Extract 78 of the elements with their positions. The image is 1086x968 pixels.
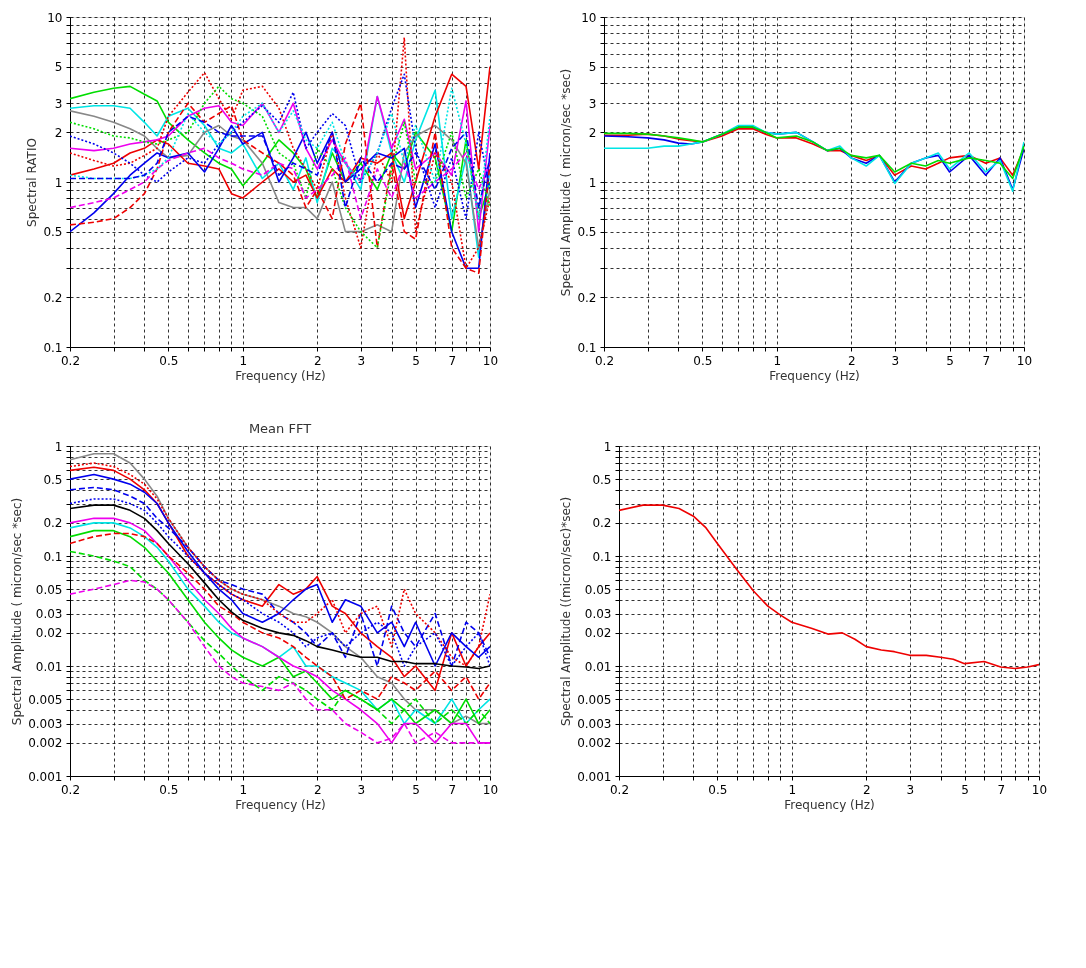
y-tick-label: 0.1	[43, 549, 63, 564]
y-tick-label: 5	[54, 60, 63, 75]
x-tick-label: 3	[891, 353, 900, 368]
x-tick-label: 0.5	[159, 782, 179, 797]
y-tick-label: 0.001	[28, 769, 63, 784]
x-axis-title: Frequency (Hz)	[769, 368, 860, 383]
y-tick-label: 0.5	[43, 225, 63, 240]
y-tick-label: 0.05	[35, 582, 63, 597]
y-tick-label: 0.02	[35, 626, 63, 641]
y-tick-label: 1	[54, 175, 63, 190]
y-tick-label: 0.2	[577, 290, 597, 305]
y-tick-label: 0.02	[584, 626, 612, 641]
x-tick-label: 7	[448, 782, 457, 797]
x-tick-label: 5	[412, 353, 420, 368]
y-tick-label: 0.003	[577, 717, 612, 732]
x-tick-label: 3	[906, 782, 915, 797]
y-tick-label: 0.003	[28, 717, 63, 732]
y-tick-label: 0.5	[577, 225, 597, 240]
y-axis-title: Spectral Amplitude ((micron/sec)*sec)	[559, 496, 574, 727]
y-tick-label: 0.005	[28, 692, 63, 707]
y-tick-label: 1	[603, 439, 612, 454]
y-axis-title: Spectral Amplitude ( micron/sec *sec)	[10, 497, 25, 726]
y-tick-label: 10	[581, 10, 597, 25]
x-tick-label: 1	[773, 353, 782, 368]
x-tick-label: 5	[412, 782, 420, 797]
x-tick-label: 0.2	[609, 782, 630, 797]
y-tick-label: 2	[588, 125, 597, 140]
y-tick-label: 0.002	[577, 736, 612, 751]
y-tick-label: 0.5	[592, 472, 612, 487]
x-tick-label: 2	[313, 353, 322, 368]
y-tick-label: 0.1	[43, 340, 63, 355]
y-tick-label: 3	[54, 96, 63, 111]
y-tick-label: 0.2	[592, 516, 612, 531]
y-tick-label: 0.03	[35, 607, 63, 622]
x-tick-label: 0.5	[159, 353, 179, 368]
x-tick-label: 1	[239, 782, 248, 797]
x-tick-label: 10	[482, 353, 499, 368]
x-axis-title: Frequency (Hz)	[235, 368, 326, 383]
x-tick-label: 0.5	[708, 782, 728, 797]
x-tick-label: 2	[313, 782, 322, 797]
x-tick-label: 7	[982, 353, 991, 368]
y-tick-label: 0.1	[592, 549, 612, 564]
y-tick-label: 0.005	[577, 692, 612, 707]
x-axis-title: Frequency (Hz)	[235, 797, 326, 812]
y-tick-label: 0.01	[35, 659, 63, 674]
x-tick-label: 10	[482, 782, 499, 797]
x-tick-label: 7	[448, 353, 457, 368]
x-tick-label: 2	[862, 782, 871, 797]
x-tick-label: 3	[357, 353, 366, 368]
y-axis-title: Spectral Amplitude ( micron/sec *sec)	[559, 68, 574, 297]
y-tick-label: 0.5	[43, 472, 63, 487]
y-tick-label: 0.001	[577, 769, 612, 784]
y-tick-label: 0.2	[43, 290, 63, 305]
y-tick-label: 0.002	[28, 736, 63, 751]
x-tick-label: 5	[946, 353, 954, 368]
x-axis-title: Frequency (Hz)	[784, 797, 875, 812]
y-axis-title: Spectral RATIO	[25, 138, 40, 227]
y-tick-label: 0.03	[584, 607, 612, 622]
y-tick-label: 0.01	[584, 659, 612, 674]
y-tick-label: 1	[588, 175, 597, 190]
x-tick-label: 2	[847, 353, 856, 368]
y-tick-label: 10	[47, 10, 63, 25]
x-tick-label: 7	[997, 782, 1006, 797]
y-tick-label: 3	[588, 96, 597, 111]
y-tick-label: 2	[54, 125, 63, 140]
x-tick-label: 10	[1031, 782, 1048, 797]
x-tick-label: 1	[788, 782, 797, 797]
x-tick-label: 0.5	[693, 353, 713, 368]
y-tick-label: 0.05	[584, 582, 612, 597]
chart-title: Mean FFT	[248, 421, 312, 436]
x-tick-label: 10	[1016, 353, 1033, 368]
x-tick-label: 3	[357, 782, 366, 797]
y-tick-label: 5	[588, 60, 597, 75]
y-tick-label: 0.2	[43, 516, 63, 531]
y-tick-label: 1	[54, 439, 63, 454]
y-tick-label: 0.1	[577, 340, 597, 355]
x-tick-label: 1	[239, 353, 248, 368]
x-tick-label: 5	[961, 782, 969, 797]
